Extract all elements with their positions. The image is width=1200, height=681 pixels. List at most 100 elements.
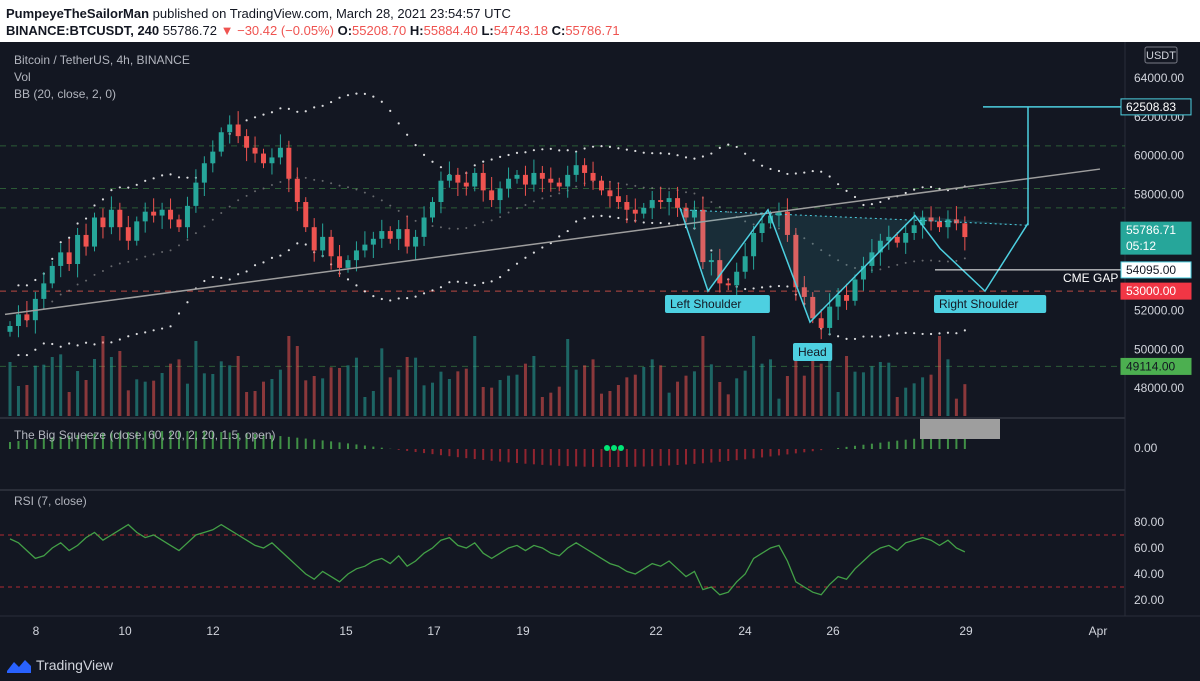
squeeze-bar xyxy=(397,449,400,450)
chart-canvas[interactable]: Left Shoulder Head Right Shoulder CME GAP U… xyxy=(0,42,1200,650)
bollinger-band-dot xyxy=(363,290,366,293)
candle-body xyxy=(768,215,773,224)
candle-body xyxy=(142,211,148,222)
candle-body xyxy=(176,219,182,228)
volume-bar xyxy=(456,371,460,416)
candle-body xyxy=(75,234,81,264)
bollinger-basis-dot xyxy=(347,186,349,189)
volume-bar xyxy=(245,392,249,416)
bollinger-basis-dot xyxy=(68,289,71,292)
squeeze-dot xyxy=(618,445,624,451)
bollinger-band-dot xyxy=(270,256,274,259)
bollinger-band-dot xyxy=(34,348,37,351)
squeeze-bar xyxy=(676,449,679,465)
bollinger-band-dot xyxy=(760,286,764,289)
bollinger-basis-dot xyxy=(625,183,628,186)
squeeze-bar xyxy=(42,438,45,449)
candle-body xyxy=(15,314,21,326)
rsi-line xyxy=(9,523,966,596)
bollinger-band-dot xyxy=(608,215,612,218)
candle-body xyxy=(244,136,250,148)
time-tick: 8 xyxy=(33,624,40,638)
bollinger-band-dot xyxy=(17,284,20,287)
squeeze-bar xyxy=(820,449,823,451)
squeeze-bar xyxy=(803,449,806,453)
right-shoulder-label-box xyxy=(934,295,1047,313)
squeeze-bar xyxy=(85,434,88,449)
bollinger-basis-dot xyxy=(414,219,417,222)
candle-body xyxy=(531,172,537,185)
squeeze-bar xyxy=(904,439,907,449)
bollinger-basis-dot xyxy=(380,199,383,202)
candle-body xyxy=(945,219,951,228)
bollinger-band-dot xyxy=(921,186,924,189)
squeeze-bar xyxy=(9,441,11,449)
bollinger-band-dot xyxy=(929,332,933,336)
candle-body xyxy=(894,236,900,243)
price-tick: 50000.00 xyxy=(1134,342,1184,356)
head-label-box xyxy=(793,343,833,361)
squeeze-bar xyxy=(110,432,113,449)
candle-body xyxy=(624,202,630,210)
volume-bar xyxy=(118,351,122,416)
price-tag-box xyxy=(1120,261,1192,279)
bollinger-basis-dot xyxy=(710,201,713,203)
candle-body xyxy=(725,283,731,286)
bollinger-band-dot xyxy=(135,332,138,336)
volume-bar xyxy=(709,364,713,416)
bollinger-band-dot xyxy=(499,276,502,279)
squeeze-bar xyxy=(169,431,172,449)
bollinger-band-dot xyxy=(406,297,409,300)
bollinger-band-dot xyxy=(575,150,578,153)
volume-bar xyxy=(490,387,494,416)
squeeze-bar xyxy=(355,444,358,449)
bollinger-band-dot xyxy=(34,278,37,282)
candle-body xyxy=(320,236,326,251)
bollinger-band-dot xyxy=(524,256,527,259)
volume-bar xyxy=(338,368,342,416)
bollinger-band-dot xyxy=(279,254,282,257)
bollinger-band-dot xyxy=(887,197,890,200)
time-tick: 12 xyxy=(206,624,220,638)
volume-bar xyxy=(473,336,477,416)
candle-body xyxy=(641,207,647,214)
volume-bar xyxy=(583,365,587,416)
author-name[interactable]: PumpeyeTheSailorMan xyxy=(6,6,150,21)
bollinger-band-dot xyxy=(710,249,713,252)
squeeze-dot xyxy=(611,445,617,451)
bollinger-basis-dot xyxy=(118,262,121,265)
bollinger-band-dot xyxy=(279,107,282,110)
bollinger-band-dot xyxy=(600,214,603,217)
candle-body xyxy=(920,217,926,226)
squeeze-bar xyxy=(744,449,747,460)
ohlc-line: BINANCE:BTCUSDT, 240 55786.72 ▼ −30.42 (… xyxy=(6,23,620,38)
candle-body xyxy=(776,211,782,216)
bollinger-band-dot xyxy=(330,100,333,104)
volume-bar xyxy=(523,363,527,416)
tradingview-brand[interactable]: TradingView xyxy=(36,657,114,673)
squeeze-marker-box xyxy=(920,419,1000,439)
bollinger-band-dot xyxy=(499,155,502,158)
bollinger-band-dot xyxy=(220,276,223,279)
bollinger-basis-dot xyxy=(516,207,518,210)
bollinger-basis-dot xyxy=(938,260,941,263)
candle-body xyxy=(92,217,97,247)
bollinger-basis-dot xyxy=(541,197,544,200)
bollinger-basis-dot xyxy=(279,180,282,183)
volume-bar xyxy=(270,379,274,416)
volume-bar xyxy=(498,380,502,416)
volume-bar xyxy=(397,369,401,416)
candle-body xyxy=(590,172,596,181)
candle-body xyxy=(649,200,655,208)
volume-bar xyxy=(219,361,223,416)
squeeze-bar xyxy=(254,434,257,449)
candle-body xyxy=(827,306,833,328)
bollinger-basis-dot xyxy=(363,191,366,194)
squeeze-bar xyxy=(946,435,949,449)
bollinger-band-dot xyxy=(752,159,755,162)
squeeze-bar xyxy=(600,449,603,467)
close-label: C: xyxy=(551,23,566,38)
bollinger-basis-dot xyxy=(854,266,856,269)
candle-body xyxy=(514,174,520,179)
candle-body xyxy=(370,238,376,245)
